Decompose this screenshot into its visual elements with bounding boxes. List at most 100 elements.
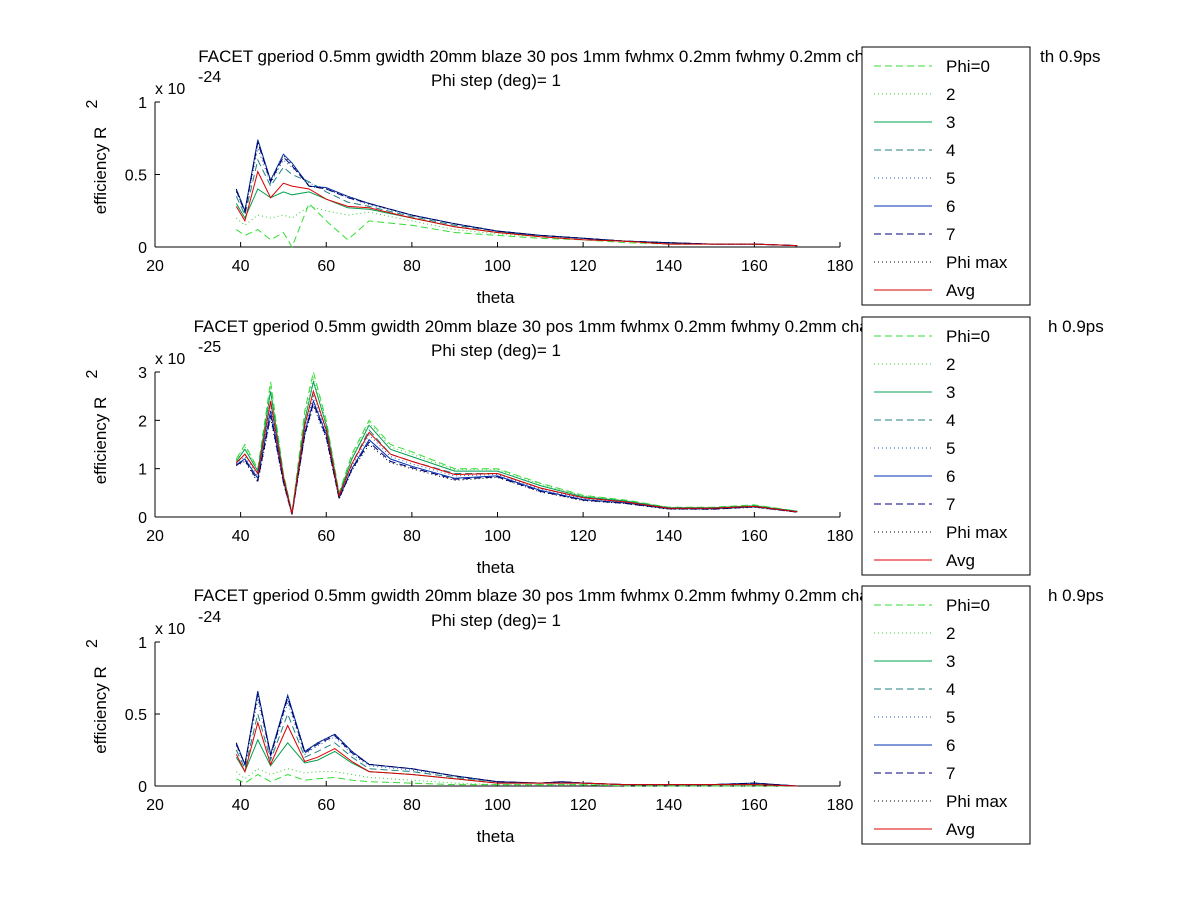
legend-entry: 4 — [946, 141, 955, 160]
y-tick-label: 1 — [138, 635, 147, 652]
legend-entry: 5 — [946, 439, 955, 458]
chart-panel-1: FACET gperiod 0.5mm gwidth 20mm blaze 30… — [84, 46, 1101, 307]
legend: Phi=0 2 3 4 5 6 7 Phi max Avg — [861, 46, 1031, 306]
series-line-4 — [235, 389, 798, 514]
series-line-6 — [235, 139, 798, 247]
y-tick-label: 2 — [138, 413, 147, 430]
legend-entry: 2 — [946, 624, 955, 643]
x-tick-label: 20 — [146, 528, 164, 545]
legend-entry: 3 — [946, 652, 955, 671]
y-axis-label-group: efficiency R 2 — [84, 370, 110, 485]
y-tick-label: 3 — [138, 365, 147, 382]
legend-entry: Avg — [946, 551, 975, 570]
series-line-6 — [235, 690, 798, 787]
series-line-6 — [236, 399, 798, 515]
x-tick-label: 120 — [570, 528, 597, 545]
series-line-5 — [235, 394, 798, 515]
legend-entry: Phi max — [946, 253, 1008, 272]
legend-entry: 6 — [946, 467, 955, 486]
series-line-8 — [235, 692, 798, 787]
x-tick-label: 20 — [146, 797, 164, 814]
x-axis-label: theta — [477, 288, 515, 307]
series-line-9 — [235, 170, 798, 247]
x-tick-label: 60 — [317, 528, 335, 545]
x-tick-label: 40 — [232, 258, 250, 275]
series-line-8 — [236, 404, 798, 515]
chart-title-tail: th 0.9ps — [1040, 47, 1101, 66]
x-tick-label: 160 — [741, 528, 768, 545]
x-tick-label: 180 — [827, 528, 854, 545]
y-tick-label: 0.5 — [125, 168, 147, 185]
x-tick-label: 40 — [232, 797, 250, 814]
y-axis-label: efficiency R — [91, 666, 110, 754]
chart-subtitle: Phi step (deg)= 1 — [431, 341, 561, 360]
x-tick-label: 140 — [655, 528, 682, 545]
legend-entry: 7 — [946, 764, 955, 783]
chart-title: FACET gperiod 0.5mm gwidth 20mm blaze 30… — [194, 317, 927, 336]
y-multiplier-exponent: -24 — [198, 69, 221, 86]
x-axis-label: theta — [477, 558, 515, 577]
legend-entry: 6 — [946, 736, 955, 755]
y-axis-label-group: efficiency R 2 — [84, 639, 110, 754]
x-tick-label: 40 — [232, 528, 250, 545]
y-axis-label-superscript: 2 — [84, 639, 101, 648]
legend-entry: 2 — [946, 85, 955, 104]
legend: Phi=0 2 3 4 5 6 7 Phi max Avg — [861, 316, 1031, 576]
x-tick-label: 160 — [741, 797, 768, 814]
series-line-9 — [235, 389, 798, 514]
legend-entry: 6 — [946, 197, 955, 216]
series-line-3 — [235, 379, 798, 514]
legend-entry: 5 — [946, 708, 955, 727]
y-tick-label: 0 — [138, 779, 147, 796]
y-tick-label: 0 — [138, 510, 147, 527]
x-tick-label: 100 — [484, 797, 511, 814]
legend-entry: 3 — [946, 383, 955, 402]
x-tick-label: 80 — [403, 528, 421, 545]
x-tick-label: 100 — [484, 528, 511, 545]
y-axis-label-group: efficiency R 2 — [84, 100, 110, 215]
y-multiplier-exponent: -25 — [198, 339, 221, 356]
y-tick-label: 1 — [138, 462, 147, 479]
series-line-7 — [235, 142, 798, 247]
x-tick-label: 80 — [403, 258, 421, 275]
y-axis-label-superscript: 2 — [84, 370, 101, 379]
legend-entry: Phi max — [946, 792, 1008, 811]
legend-entry: Phi=0 — [946, 596, 990, 615]
legend-entry: 2 — [946, 355, 955, 374]
x-tick-label: 180 — [827, 258, 854, 275]
chart-subtitle: Phi step (deg)= 1 — [431, 71, 561, 90]
chart-subtitle: Phi step (deg)= 1 — [431, 611, 561, 630]
chart-title-tail: h 0.9ps — [1048, 317, 1104, 336]
chart-title: FACET gperiod 0.5mm gwidth 20mm blaze 30… — [194, 586, 927, 605]
x-tick-label: 20 — [146, 258, 164, 275]
series-line-8 — [235, 141, 798, 247]
series-line-9 — [235, 720, 798, 787]
y-tick-label: 1 — [138, 95, 147, 112]
legend-entry: 7 — [946, 225, 955, 244]
series-line-1 — [235, 371, 798, 513]
legend-entry: 3 — [946, 113, 955, 132]
legend-entry: Phi=0 — [946, 327, 990, 346]
legend: Phi=0 2 3 4 5 6 7 Phi max Avg — [861, 585, 1031, 845]
series-line-5 — [235, 699, 798, 787]
x-tick-label: 160 — [741, 258, 768, 275]
legend-entry: 7 — [946, 495, 955, 514]
chart-panel-2: FACET gperiod 0.5mm gwidth 20mm blaze 30… — [84, 316, 1104, 577]
legend-entry: 4 — [946, 411, 955, 430]
x-tick-label: 140 — [655, 258, 682, 275]
y-multiplier: x 10 — [155, 81, 185, 98]
series-line-2 — [235, 376, 798, 513]
series-line-4 — [235, 712, 798, 787]
series-line-3 — [235, 738, 798, 787]
chart-title: FACET gperiod 0.5mm gwidth 20mm blaze 30… — [198, 47, 921, 66]
legend-entry: 4 — [946, 680, 955, 699]
x-tick-label: 80 — [403, 797, 421, 814]
y-axis-label: efficiency R — [91, 127, 110, 215]
series-line-1 — [236, 202, 798, 249]
series-line-2 — [235, 205, 798, 247]
series-line-7 — [236, 401, 798, 515]
legend-entry: Avg — [946, 281, 975, 300]
legend-entry: Avg — [946, 820, 975, 839]
legend-entry: Phi=0 — [946, 57, 990, 76]
